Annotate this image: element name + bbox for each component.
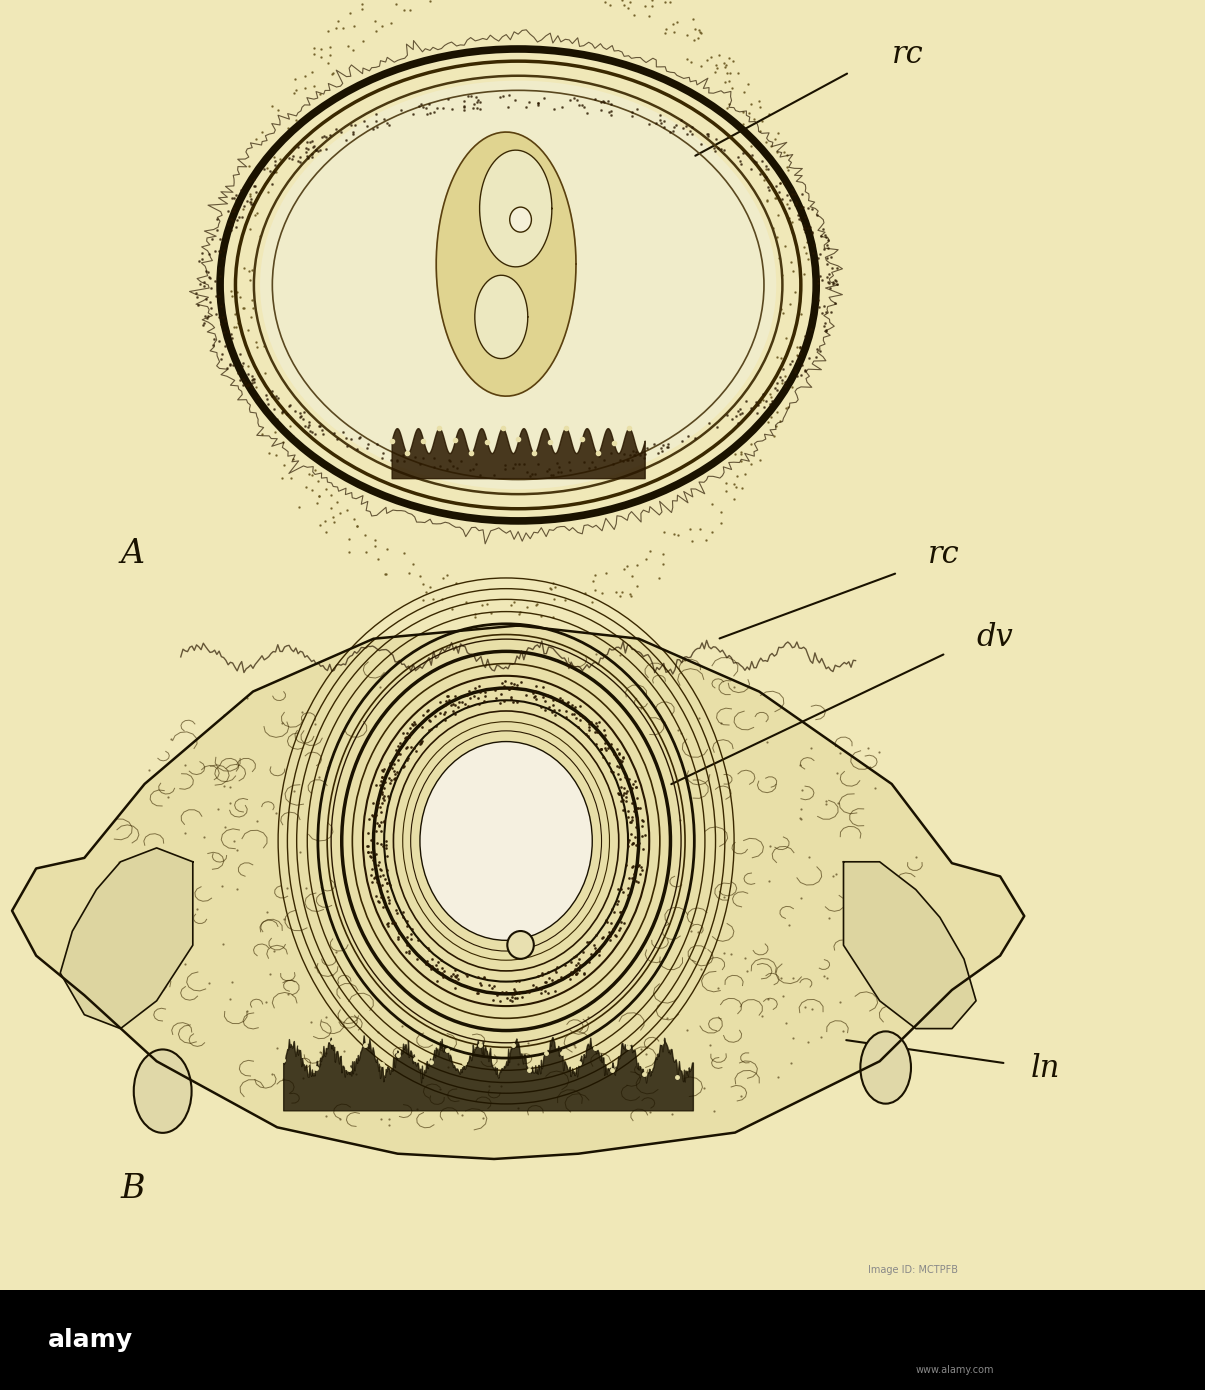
Polygon shape [492, 256, 530, 279]
Text: alamy: alamy [48, 1327, 134, 1352]
Ellipse shape [419, 742, 592, 940]
Ellipse shape [260, 81, 776, 489]
Text: www.alamy.com: www.alamy.com [916, 1365, 994, 1375]
Ellipse shape [860, 1031, 911, 1104]
Polygon shape [480, 150, 552, 267]
Polygon shape [60, 848, 193, 1029]
Text: dv: dv [976, 623, 1012, 653]
Bar [0, 1290, 1205, 1390]
Polygon shape [844, 862, 976, 1029]
Text: rc: rc [892, 39, 923, 70]
Text: ln: ln [1030, 1054, 1059, 1084]
Text: Image ID: MCTPFB: Image ID: MCTPFB [868, 1265, 958, 1275]
Ellipse shape [510, 207, 531, 232]
Polygon shape [436, 132, 576, 396]
Text: rc: rc [928, 539, 959, 570]
Ellipse shape [507, 931, 534, 959]
Text: B: B [120, 1173, 145, 1205]
Polygon shape [12, 626, 1024, 1159]
Ellipse shape [134, 1049, 192, 1133]
Polygon shape [475, 275, 528, 359]
Text: A: A [120, 538, 145, 570]
